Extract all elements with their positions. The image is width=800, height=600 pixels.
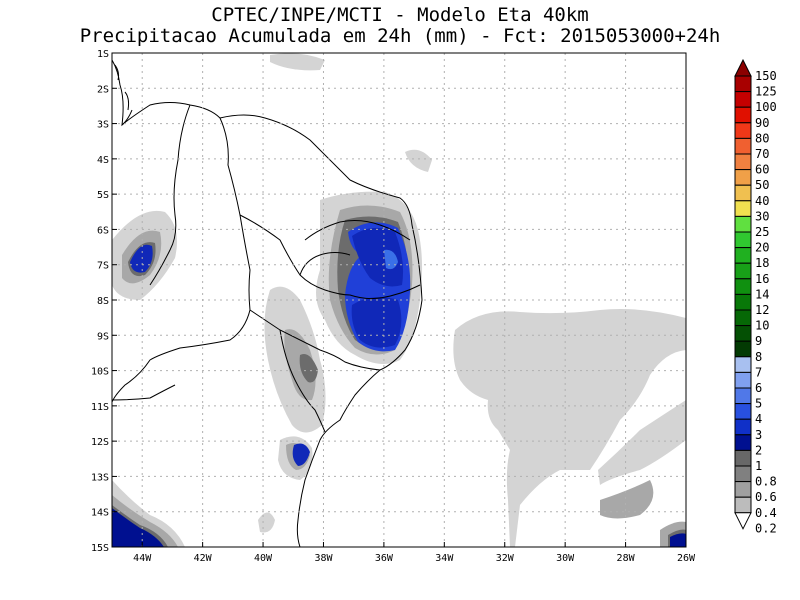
colorbar-swatch xyxy=(734,184,752,202)
lat-label: 7S xyxy=(97,261,109,272)
lat-label: 2S xyxy=(97,84,109,95)
colorbar-label: 50 xyxy=(755,178,769,192)
colorbar-label: 8 xyxy=(755,350,762,364)
map-grid xyxy=(112,53,686,547)
colorbar-label: 0.6 xyxy=(755,490,777,504)
lon-label: 38W xyxy=(314,553,333,564)
colorbar-label: 7 xyxy=(755,365,762,379)
colorbar-swatch xyxy=(734,200,752,217)
precip-fields xyxy=(112,53,686,547)
lat-label: 8S xyxy=(97,296,109,307)
colorbar-label: 0.2 xyxy=(755,521,777,535)
colorbar-swatch xyxy=(734,418,752,436)
lon-label: 40W xyxy=(254,553,273,564)
colorbar-swatch xyxy=(734,449,752,467)
colorbar-label: 90 xyxy=(755,116,769,130)
colorbar-swatch xyxy=(734,106,752,124)
colorbar-label: 70 xyxy=(755,147,769,161)
colorbar-label: 20 xyxy=(755,241,769,255)
colorbar-swatch xyxy=(734,278,752,295)
colorbar-swatch xyxy=(734,371,752,389)
colorbar-label: 100 xyxy=(755,100,777,114)
lon-label: 26W xyxy=(677,553,696,564)
colorbar-swatch xyxy=(734,293,752,311)
map-axes: 1S 2S 3S 4S 5S 6S 7S 8S 9S 10S 11S 12S 13S 14S 15S 44W 4… xyxy=(91,49,696,564)
colorbar-label: 12 xyxy=(755,303,769,317)
colorbar-swatch xyxy=(734,215,752,233)
colorbar-label: 3 xyxy=(755,428,762,442)
colorbar-swatch xyxy=(734,465,752,483)
colorbar-label: 0.8 xyxy=(755,475,777,489)
colorbar-swatch xyxy=(734,403,752,420)
lat-label: 6S xyxy=(97,225,109,236)
lat-label: 11S xyxy=(91,402,109,413)
colorbar-swatch xyxy=(734,75,752,93)
colorbar-label: 25 xyxy=(755,225,769,239)
colorbar-label: 16 xyxy=(755,272,769,286)
lat-label: 5S xyxy=(97,190,109,201)
lat-label: 1S xyxy=(97,49,109,60)
colorbar-label: 60 xyxy=(755,163,769,177)
colorbar-swatch xyxy=(734,169,752,186)
colorbar-label: 14 xyxy=(755,287,769,301)
colorbar-swatch xyxy=(734,231,752,249)
lat-label: 12S xyxy=(91,437,109,448)
lat-label: 13S xyxy=(91,472,109,483)
colorbar-label: 150 xyxy=(755,69,777,83)
colorbar-label: 10 xyxy=(755,319,769,333)
lon-label: 32W xyxy=(496,553,515,564)
colorbar-label: 40 xyxy=(755,194,769,208)
lat-label: 10S xyxy=(91,367,109,378)
lat-label: 9S xyxy=(97,331,109,342)
colorbar-arrow-top xyxy=(734,58,752,77)
colorbar-label: 0.4 xyxy=(755,506,777,520)
lon-label: 36W xyxy=(375,553,394,564)
colorbar-label: 2 xyxy=(755,443,762,457)
lon-label: 34W xyxy=(435,553,454,564)
colorbar-swatch xyxy=(734,137,752,155)
colorbar-swatch xyxy=(734,481,752,498)
lon-label: 30W xyxy=(556,553,575,564)
map-title: CPTEC/INPE/MCTI - Modelo Eta 40km xyxy=(211,4,589,26)
colorbar-swatch xyxy=(734,247,752,264)
colorbar-label: 80 xyxy=(755,131,769,145)
lon-label: 28W xyxy=(617,553,636,564)
colorbar-arrow-bottom xyxy=(734,512,752,530)
colorbar-swatch xyxy=(734,262,752,280)
colorbar-swatch xyxy=(734,340,752,358)
colorbar-swatch xyxy=(734,91,752,108)
colorbar-swatch xyxy=(734,387,752,405)
colorbar-swatch xyxy=(734,153,752,171)
lat-label: 4S xyxy=(97,155,109,166)
colorbar-label: 9 xyxy=(755,334,762,348)
colorbar-label: 6 xyxy=(755,381,762,395)
colorbar-label: 30 xyxy=(755,209,769,223)
lat-label: 14S xyxy=(91,508,109,519)
colorbar-label: 1 xyxy=(755,459,762,473)
colorbar-swatch xyxy=(734,122,752,139)
colorbar-swatch xyxy=(734,496,752,514)
colorbar-swatch xyxy=(734,434,752,451)
colorbar-label: 5 xyxy=(755,397,762,411)
colorbar-swatch xyxy=(734,325,752,342)
colorbar-swatch xyxy=(734,309,752,327)
lat-label: 15S xyxy=(91,543,109,554)
lat-label: 3S xyxy=(97,120,109,131)
colorbar-legend: 1501251009080706050403025201816141210987… xyxy=(734,58,777,535)
lon-label: 44W xyxy=(133,553,152,564)
colorbar-label: 4 xyxy=(755,412,762,426)
map-subtitle: Precipitacao Acumulada em 24h (mm) - Fct… xyxy=(79,25,721,47)
lon-label: 42W xyxy=(194,553,213,564)
colorbar-swatch xyxy=(734,356,752,373)
colorbar-label: 125 xyxy=(755,85,777,99)
colorbar-label: 18 xyxy=(755,256,769,270)
